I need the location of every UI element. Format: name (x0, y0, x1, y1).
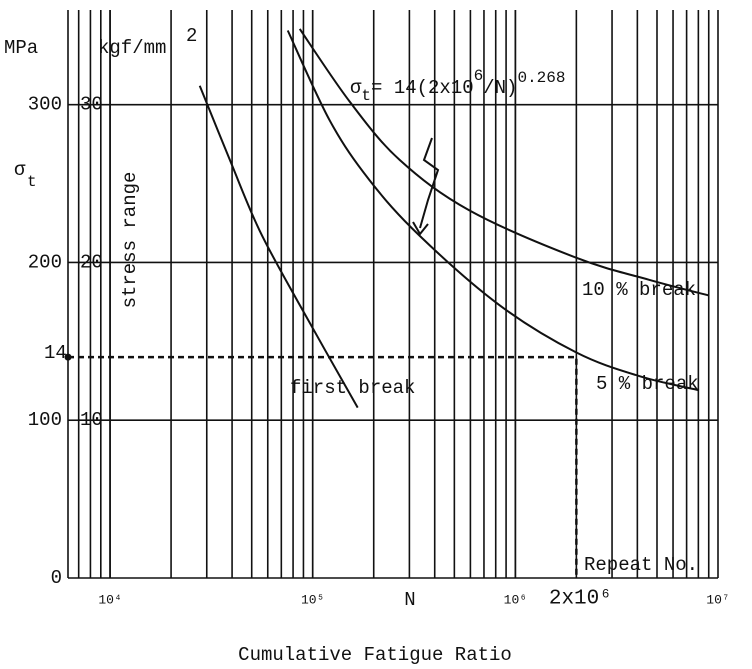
x-tick-label: 10⁵ (301, 592, 324, 607)
y-symbol-sub: t (27, 173, 37, 191)
x-tick-label: 10⁴ (98, 592, 121, 607)
arrow-head (412, 221, 429, 236)
x-note: Repeat No. (584, 554, 698, 576)
formula-part: 0.268 (517, 69, 565, 87)
formula-part: 6 (474, 67, 484, 85)
formula-part: t (361, 87, 371, 105)
y-tick-label: 100 (28, 409, 62, 431)
formula-part: = 14(2x10 (371, 77, 474, 99)
x-tick-label: 10⁶ (504, 592, 527, 607)
x-label: N (404, 589, 415, 611)
series-label: first break (290, 377, 415, 399)
y-symbol: σ (14, 159, 26, 181)
y-tick-label: 300 (28, 94, 62, 116)
series-label: 10 % break (582, 279, 696, 301)
reference-dot (64, 353, 72, 361)
formula-part: /N) (483, 77, 517, 99)
y-label: stress range (119, 172, 141, 309)
reference-y-label: 14 (44, 342, 67, 364)
formula-part: σ (350, 77, 362, 99)
x-tick-label: 10⁷ (706, 592, 729, 607)
formula: σt= 14(2x106/N)0.268 (350, 67, 565, 105)
series-label: 5 % break (596, 373, 699, 395)
y-tick-label: 0 (51, 567, 62, 589)
curve (286, 30, 700, 392)
arrow (419, 137, 440, 229)
curve (298, 28, 710, 297)
curve (198, 85, 359, 409)
y2-unit-sup: 2 (186, 25, 197, 47)
y-unit: MPa (4, 37, 38, 59)
y2-tick-label: 20 (80, 251, 103, 273)
y-tick-label: 200 (28, 251, 62, 273)
chart-title: Cumulative Fatigue Ratio (238, 644, 512, 666)
y2-tick-label: 30 (80, 94, 103, 116)
reference-x-label: 2x10⁶ (549, 588, 612, 611)
y2-tick-label: 10 (80, 409, 103, 431)
reference-line (68, 355, 578, 578)
y2-unit: kgf/mm (98, 37, 166, 59)
